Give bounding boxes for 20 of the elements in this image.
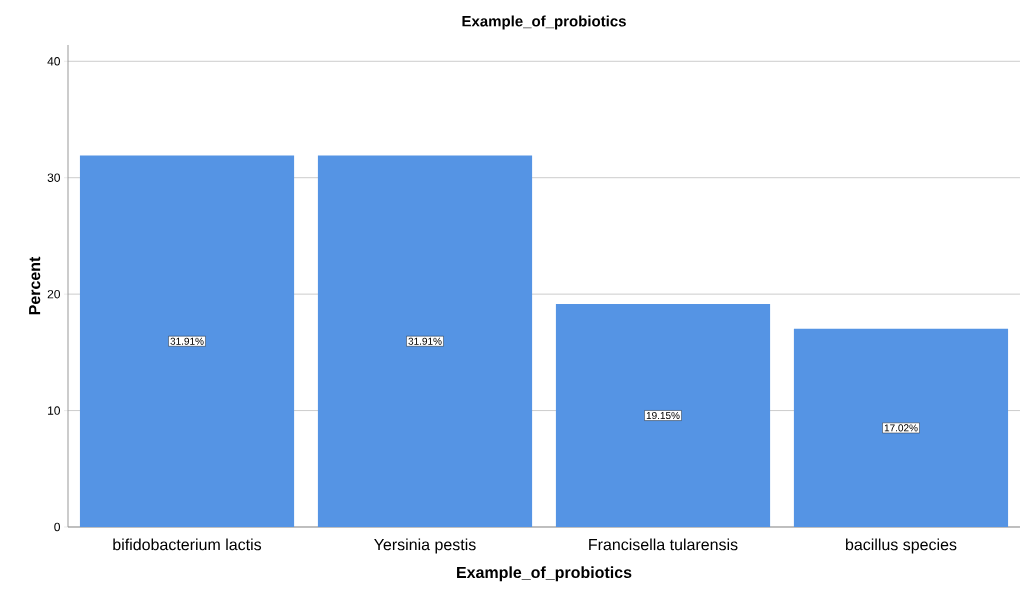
bar [79, 155, 295, 527]
x-tick-label: bacillus species [846, 538, 957, 554]
bar [317, 155, 533, 527]
bar [555, 304, 771, 527]
x-tick-label: Yersinia pestis [374, 538, 476, 554]
data-label: 31.91% [170, 337, 204, 345]
y-tick-label: 0 [54, 522, 61, 532]
y-tick-label: 10 [48, 406, 61, 415]
y-tick-label: 30 [47, 173, 61, 182]
data-label: 19.15% [646, 411, 680, 420]
bar [793, 328, 1009, 527]
data-label: 17.02% [884, 424, 918, 432]
chart-title: Example_of_probiotics [462, 15, 626, 30]
y-axis-title: Percent [29, 256, 41, 315]
y-tick-label: 40 [47, 57, 61, 66]
x-axis-title: Example_of_probiotics [457, 566, 632, 582]
data-label: 31.91% [408, 337, 442, 345]
y-tick-label: 20 [47, 289, 61, 299]
x-tick-label: Francisella tularensis [589, 538, 738, 551]
x-tick-label: bifidobacterium lactis [113, 538, 262, 551]
